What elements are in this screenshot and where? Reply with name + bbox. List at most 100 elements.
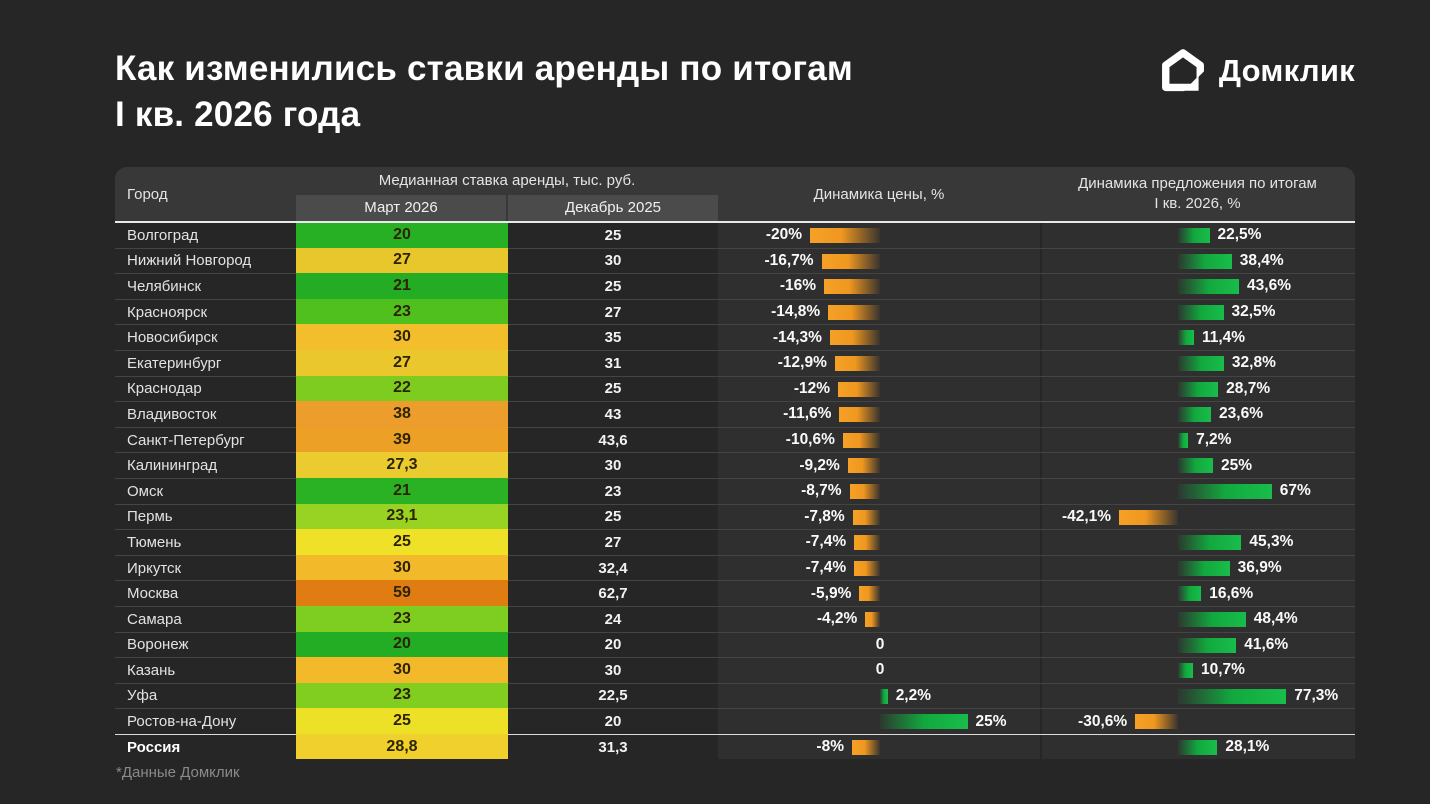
positive-bar: [1178, 483, 1272, 499]
table-row: Краснодар 22 25 -12% 28,7%: [115, 375, 1355, 402]
table-row: Иркутск 30 32,4 -7,4% 36,9%: [115, 554, 1355, 581]
march-2026-heatmap-cell: 30: [296, 554, 508, 581]
bar-value-label: -7,4%: [805, 559, 847, 577]
bar-value-label: 11,4%: [1201, 328, 1246, 346]
negative-bar: [852, 509, 880, 525]
table-body: Волгоград 20 25 -20% 22,5% Нижний Новгород 27 3…: [115, 223, 1355, 760]
supply-panel: [1042, 427, 1355, 453]
negative-bar: [834, 355, 880, 371]
positive-bar: [1178, 611, 1246, 627]
march-2026-heatmap-cell: 38: [296, 401, 508, 427]
positive-bar: [1178, 304, 1224, 320]
bar-value-label: 23,6%: [1219, 405, 1263, 423]
march-2026-heatmap-cell: 27: [296, 349, 508, 376]
december-2025-cell: 20: [604, 636, 622, 654]
positive-bar: [880, 714, 968, 730]
negative-bar: [854, 535, 880, 551]
bar-value-label: 25%: [1221, 456, 1253, 474]
header-december-2025: Декабрь 2025: [564, 199, 662, 216]
december-2025-cell: 27: [604, 303, 622, 321]
price-panel: [718, 632, 1040, 658]
negative-bar: [824, 279, 880, 295]
bar-value-label: 77,3%: [1294, 686, 1339, 704]
supply-panel: [1042, 709, 1355, 734]
positive-bar: [1178, 381, 1219, 397]
supply-panel: [1042, 325, 1355, 350]
city-cell: Санкт-Петербург: [127, 431, 245, 449]
city-cell: Казань: [127, 661, 176, 679]
december-2025-cell: 25: [604, 380, 622, 398]
positive-bar: [1178, 355, 1224, 371]
bar-value-label: -42,1%: [1061, 507, 1112, 525]
positive-bar: [1178, 535, 1242, 551]
march-2026-heatmap-cell: 22: [296, 375, 508, 402]
december-2025-cell: 22,5: [598, 687, 628, 705]
positive-bar: [1178, 279, 1240, 295]
march-2026-heatmap-cell: 59: [296, 580, 508, 606]
positive-bar: [1178, 228, 1210, 243]
december-2025-cell: 35: [604, 329, 622, 347]
city-cell: Челябинск: [127, 277, 202, 295]
city-cell: Иркутск: [127, 559, 182, 577]
december-2025-cell: 23: [604, 482, 622, 500]
city-cell: Новосибирск: [127, 329, 218, 347]
negative-bar: [828, 304, 880, 320]
bar-value-label: -30,6%: [1078, 712, 1128, 730]
table-row: Ростов-на-Дону 25 20 25% -30,6%: [115, 708, 1355, 734]
bar-value-label: 28,1%: [1225, 738, 1270, 756]
table-row: Москва 59 62,7 -5,9% 16,6%: [115, 580, 1355, 606]
positive-bar: [1178, 330, 1194, 346]
positive-bar: [1178, 663, 1193, 679]
city-cell: Омск: [127, 482, 164, 500]
positive-bar: [1178, 432, 1189, 448]
price-panel: [718, 709, 1040, 734]
header-city: Город: [127, 185, 168, 203]
table-row: Волгоград 20 25 -20% 22,5%: [115, 223, 1355, 248]
supply-panel: [1042, 658, 1355, 683]
december-2025-cell: 24: [604, 610, 622, 628]
city-cell: Россия: [127, 738, 181, 756]
domclick-logo: Домклик: [1160, 48, 1355, 94]
positive-bar: [1178, 637, 1237, 653]
december-2025-cell: 43,6: [598, 431, 628, 449]
table-row: Пермь 23,1 25 -7,8% -42,1%: [115, 503, 1355, 530]
city-cell: Воронеж: [127, 636, 189, 654]
table-row: Омск 21 23 -8,7% 67%: [115, 477, 1355, 504]
table-row: Красноярск 23 27 -14,8% 32,5%: [115, 298, 1355, 325]
bar-value-label: -7,8%: [804, 507, 845, 525]
table-row: Екатеринбург 27 31 -12,9% 32,8%: [115, 349, 1355, 376]
header-price-dynamics: Динамика цены, %: [813, 185, 945, 203]
positive-bar: [1178, 688, 1287, 704]
december-2025-cell: 25: [604, 508, 622, 526]
bar-value-label: 0: [875, 661, 885, 679]
table-row: Воронеж 20 20 0 41,6%: [115, 631, 1355, 658]
city-cell: Нижний Новгород: [127, 252, 252, 270]
negative-bar: [1119, 509, 1178, 525]
march-2026-heatmap-cell: 21: [296, 273, 508, 299]
bar-value-label: 48,4%: [1253, 610, 1298, 628]
negative-bar: [865, 611, 880, 627]
city-cell: Уфа: [127, 687, 158, 705]
bar-value-label: -10,6%: [785, 431, 835, 449]
table-row: Владивосток 38 43 -11,6% 23,6%: [115, 401, 1355, 427]
negative-bar: [847, 458, 880, 474]
bar-value-label: 41,6%: [1244, 635, 1289, 653]
march-2026-heatmap-cell: 23,1: [296, 503, 508, 530]
city-cell: Краснодар: [127, 380, 202, 398]
page-title: Как изменились ставки аренды по итогам I…: [115, 49, 853, 135]
march-2026-heatmap-cell: 27,3: [296, 452, 508, 478]
march-2026-heatmap-cell: 25: [296, 708, 508, 734]
city-cell: Пермь: [127, 508, 173, 526]
negative-bar: [829, 330, 880, 346]
march-2026-heatmap-cell: 39: [296, 426, 508, 453]
bar-value-label: -14,3%: [772, 328, 822, 346]
bar-value-label: 45,3%: [1249, 533, 1294, 551]
december-2025-cell: 20: [604, 713, 622, 731]
rent-rates-table: Город Медианная ставка аренды, тыс. руб.…: [115, 167, 1355, 760]
city-cell: Волгоград: [127, 226, 199, 244]
city-cell: Владивосток: [127, 405, 217, 423]
city-cell: Тюмень: [127, 533, 182, 551]
price-panel: [718, 658, 1040, 683]
negative-bar: [838, 381, 880, 397]
